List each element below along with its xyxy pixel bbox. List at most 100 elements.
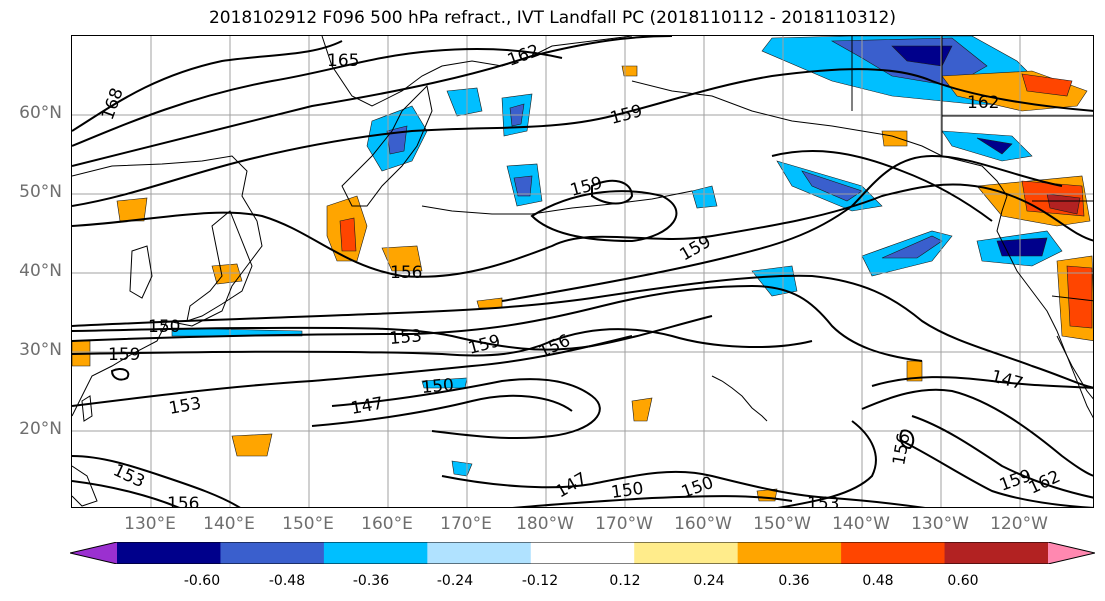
pos-region-southwest-core bbox=[1066, 265, 1093, 329]
colorbar-extend-low bbox=[70, 542, 117, 564]
contour-loop-1 bbox=[591, 179, 634, 205]
contour-159-loop bbox=[530, 190, 678, 243]
contour-label: 150 bbox=[148, 317, 180, 337]
colorbar-tick: -0.36 bbox=[352, 573, 390, 589]
border-canada bbox=[851, 36, 1093, 202]
pos-region-canada-core bbox=[1021, 73, 1073, 97]
contour-label: 150 bbox=[679, 473, 716, 503]
contour-153-south bbox=[72, 335, 633, 407]
contour-159-south bbox=[72, 328, 813, 357]
colorbar-segment bbox=[323, 542, 428, 564]
map-canvas: 165 162 168 159 159 159 162 156 150 153 … bbox=[72, 36, 1093, 508]
lat-label-60n: 60°N bbox=[19, 103, 62, 123]
contour-label: 156 bbox=[167, 494, 199, 508]
contour-label: 156 bbox=[390, 263, 422, 283]
neg-region-subtropic bbox=[171, 327, 303, 337]
contour-162-north bbox=[72, 36, 673, 167]
shading-positive bbox=[72, 65, 1093, 502]
contour-153-se bbox=[777, 420, 877, 507]
contour-label: 150 bbox=[610, 479, 645, 503]
colorbar-segments bbox=[70, 542, 1095, 564]
pos-region-small-5 bbox=[881, 130, 908, 147]
colorbar-extend-high bbox=[1048, 542, 1095, 564]
contour-159-north bbox=[72, 68, 1093, 207]
contour-label: 162 bbox=[1026, 467, 1064, 499]
coast-hawaii bbox=[711, 375, 768, 422]
contour-156-mid bbox=[72, 274, 1093, 389]
contour-147-se bbox=[441, 470, 926, 507]
contour-label: 165 bbox=[327, 51, 359, 71]
contour-150-se bbox=[512, 495, 793, 507]
pos-region-small-2 bbox=[631, 397, 653, 422]
colorbar-segment bbox=[427, 542, 532, 564]
contour-label: 147 bbox=[553, 469, 591, 503]
neg-region-california-core bbox=[996, 237, 1048, 257]
contour-153-sw bbox=[72, 455, 241, 507]
colorbar-tick: 0.12 bbox=[609, 573, 641, 589]
contour-153-mid bbox=[72, 284, 923, 362]
contour-loop-3 bbox=[899, 429, 915, 450]
neg-region-kamchatka-core bbox=[386, 125, 408, 155]
colorbar-segment bbox=[944, 542, 1049, 564]
contour-label: 159 bbox=[608, 101, 645, 129]
colorbar-segment bbox=[634, 542, 739, 564]
pos-region-japan-sea bbox=[116, 197, 148, 222]
contour-150-south bbox=[311, 394, 573, 427]
coast-alaska bbox=[631, 80, 1093, 419]
neg-region-aleutian-core bbox=[513, 175, 533, 197]
lon-label-130w: 130°W bbox=[911, 514, 969, 534]
contour-150-mid bbox=[72, 315, 713, 351]
lon-label-170e: 170°E bbox=[440, 514, 492, 534]
contour-162-se bbox=[901, 440, 1093, 507]
contour-156-north bbox=[72, 183, 1093, 278]
lon-label-120w: 120°W bbox=[990, 514, 1048, 534]
contour-156-sw bbox=[72, 480, 180, 507]
pos-region-small-6 bbox=[621, 65, 638, 77]
coastlines bbox=[72, 36, 1093, 507]
contour-label: 159 bbox=[108, 345, 140, 365]
colorbar-segment bbox=[841, 542, 946, 564]
lat-label-40n: 40°N bbox=[19, 261, 62, 281]
contour-147-south bbox=[331, 378, 601, 440]
contour-label: 162 bbox=[505, 41, 542, 71]
pos-region-small-1 bbox=[476, 297, 503, 309]
lon-label-150e: 150°E bbox=[282, 514, 334, 534]
coast-mexico bbox=[1056, 335, 1093, 400]
contour-loop-2 bbox=[110, 368, 130, 381]
coast-japan bbox=[186, 210, 253, 322]
height-contours bbox=[72, 36, 1093, 507]
colorbar-tick: 0.24 bbox=[693, 573, 725, 589]
coast-kamchatka bbox=[341, 84, 433, 207]
contour-label: 153 bbox=[807, 494, 839, 508]
shading-negative bbox=[171, 36, 1063, 477]
pos-region-small-4 bbox=[231, 433, 273, 457]
pos-region-kuril bbox=[381, 245, 423, 272]
colorbar-tick: -0.24 bbox=[436, 573, 474, 589]
coast-korea bbox=[129, 245, 153, 299]
lon-label-140e: 140°E bbox=[203, 514, 255, 534]
colorbar-tick: 0.60 bbox=[947, 573, 979, 589]
neg-region-pacific-ne-core bbox=[881, 235, 943, 259]
contour-159-se bbox=[911, 415, 1093, 499]
contour-label: 153 bbox=[167, 394, 202, 419]
colorbar-segment bbox=[737, 542, 842, 564]
neg-region-bc-core bbox=[976, 137, 1013, 155]
contour-label-group: 165 162 168 159 159 159 162 156 150 153 … bbox=[98, 41, 1064, 508]
lat-label-30n: 30°N bbox=[19, 340, 62, 360]
contour-label: 159 bbox=[568, 173, 605, 201]
coast-philippines bbox=[72, 465, 98, 507]
contour-159-mid bbox=[501, 154, 1063, 302]
colorbar-tick: -0.60 bbox=[183, 573, 221, 589]
map-panel[interactable]: 165 162 168 159 159 159 162 156 150 153 … bbox=[71, 35, 1094, 508]
colorbar-segment bbox=[220, 542, 325, 564]
lon-label-140w: 140°W bbox=[832, 514, 890, 534]
contour-156-east bbox=[861, 388, 1093, 477]
contour-label: 147 bbox=[349, 394, 384, 419]
neg-region-small-2 bbox=[451, 460, 473, 477]
neg-region-bc-coast bbox=[941, 130, 1033, 162]
lon-label-170w: 170°W bbox=[595, 514, 653, 534]
colorbar-tick: -0.12 bbox=[521, 573, 559, 589]
contour-165 bbox=[72, 48, 563, 147]
contour-168 bbox=[72, 40, 343, 132]
colorbar-segment bbox=[530, 542, 635, 564]
